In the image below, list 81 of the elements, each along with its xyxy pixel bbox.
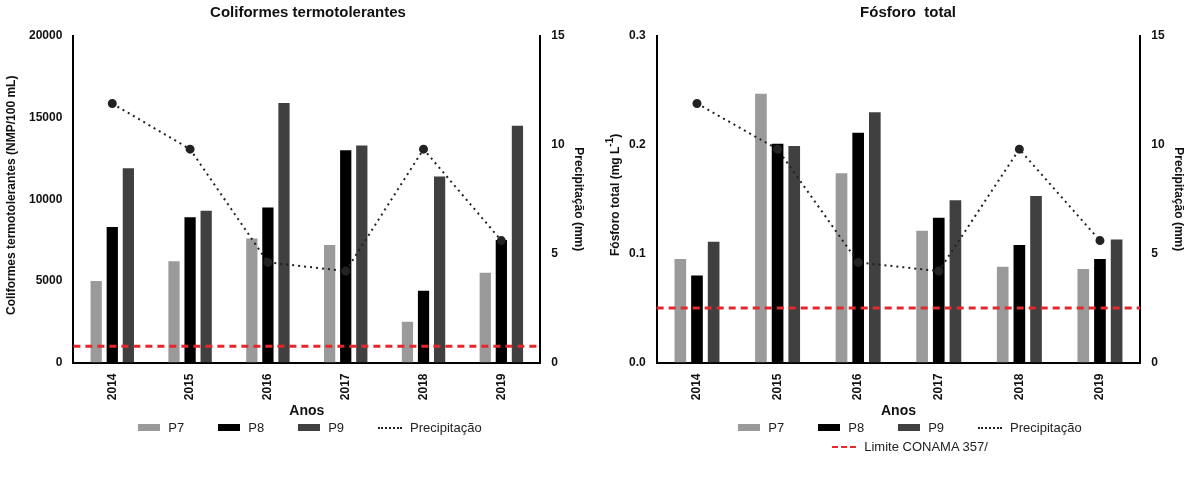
bar: [511, 125, 524, 363]
bar: [324, 244, 336, 363]
x-tick-label: 2014: [689, 373, 704, 401]
chart-title: Fósforo total: [860, 3, 956, 21]
y-tick-label: 15000: [28, 109, 63, 124]
point: [263, 257, 273, 267]
point: [107, 98, 117, 108]
point: [419, 144, 429, 154]
bar: [707, 241, 720, 363]
bar: [869, 112, 881, 363]
x-tick-label: 2018: [415, 373, 430, 401]
bar: [200, 210, 212, 363]
bar: [433, 176, 446, 363]
point: [185, 144, 195, 154]
y2-tick-label: 5: [1151, 245, 1159, 260]
x-tick-label: 2019: [1092, 373, 1107, 401]
y-tick-label: 0.2: [628, 137, 646, 152]
bar: [674, 259, 687, 363]
bar: [90, 280, 102, 363]
y2-tick-label: 10: [551, 137, 565, 152]
y2-tick-label: 15: [551, 28, 565, 43]
x-tick-label: 2015: [769, 373, 784, 401]
legend-label: P7: [168, 420, 185, 435]
bar: [949, 200, 962, 363]
bar: [1030, 195, 1042, 363]
point: [1095, 236, 1105, 246]
bar: [246, 238, 258, 363]
x-tick-label: 2016: [850, 373, 865, 401]
bar: [1110, 239, 1123, 363]
x-tick-label: 2019: [493, 373, 508, 401]
point: [853, 257, 863, 267]
bar: [835, 173, 848, 363]
bar: [996, 266, 1009, 363]
bar: [122, 168, 134, 363]
legend-label: Precipitação: [1010, 420, 1082, 435]
y-tick-label: 0.1: [628, 245, 646, 260]
x-axis-title: Anos: [880, 402, 917, 419]
bar: [168, 261, 180, 363]
y2-axis-title: Precipitação (mm): [572, 147, 587, 252]
point: [341, 266, 351, 276]
bar: [356, 145, 368, 363]
y-tick-label: 0.3: [628, 28, 646, 43]
bar: [278, 102, 290, 363]
legend-label: P8: [848, 420, 865, 435]
y2-axis-title: Precipitação (mm): [1172, 147, 1187, 252]
bar: [401, 321, 414, 363]
legend-label: Limite CONAMA 357/: [864, 439, 988, 454]
y-tick-label: 0.0: [628, 354, 646, 369]
bar: [788, 145, 801, 363]
point: [773, 144, 783, 154]
bar: [479, 272, 491, 363]
legend-label: P9: [328, 420, 345, 435]
y-tick-label: 10000: [28, 191, 63, 206]
x-tick-label: 2014: [104, 373, 119, 401]
bar: [1077, 268, 1090, 363]
point: [1014, 144, 1024, 154]
chart-title: Coliformes termotolerantes: [210, 3, 406, 21]
x-tick-label: 2018: [1011, 373, 1026, 401]
y-tick-label: 0: [55, 354, 63, 369]
point: [692, 98, 702, 108]
y2-tick-label: 10: [1151, 137, 1165, 152]
bar: [755, 93, 767, 363]
legend-label: Precipitação: [410, 420, 482, 435]
y-axis-title: Coliformes termotolerantes (NMP/100 mL): [4, 74, 18, 317]
bar: [916, 230, 928, 363]
point: [496, 236, 506, 246]
x-axis-title: Anos: [289, 402, 325, 419]
y2-tick-label: 15: [1151, 28, 1165, 43]
y2-tick-label: 0: [551, 354, 559, 369]
y-tick-label: 5000: [35, 273, 63, 288]
legend-label: P8: [248, 420, 265, 435]
legend-label: P7: [768, 420, 785, 435]
y-tick-label: 20000: [28, 28, 63, 43]
x-tick-label: 2015: [182, 373, 197, 401]
x-tick-label: 2016: [260, 373, 275, 401]
y2-tick-label: 0: [1151, 354, 1159, 369]
y2-tick-label: 5: [551, 245, 559, 260]
x-tick-label: 2017: [338, 373, 353, 401]
x-tick-label: 2017: [931, 373, 946, 401]
legend-label: P9: [928, 420, 945, 435]
point: [934, 266, 944, 276]
